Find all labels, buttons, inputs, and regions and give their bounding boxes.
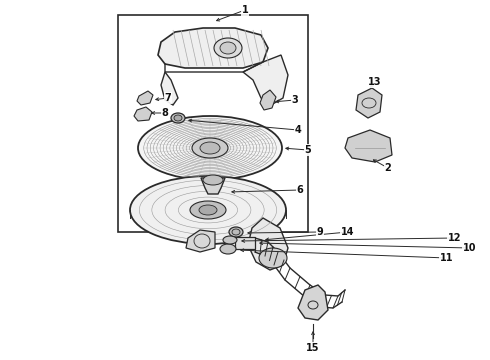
Ellipse shape [199,205,217,215]
Polygon shape [161,72,178,105]
Polygon shape [158,28,268,68]
Ellipse shape [192,138,228,158]
Text: 6: 6 [296,185,303,195]
Text: 8: 8 [162,108,169,118]
Text: 2: 2 [385,163,392,173]
Ellipse shape [190,201,226,219]
Ellipse shape [229,227,243,237]
Polygon shape [248,218,288,270]
Polygon shape [134,107,152,121]
Ellipse shape [171,113,185,123]
Text: 11: 11 [440,253,454,263]
Polygon shape [137,91,153,105]
Ellipse shape [214,38,242,58]
Text: 12: 12 [448,233,462,243]
Polygon shape [201,178,225,194]
Polygon shape [345,130,392,162]
Ellipse shape [130,176,286,244]
Ellipse shape [200,142,220,154]
Polygon shape [298,285,328,320]
Polygon shape [356,88,382,118]
Text: 9: 9 [317,227,323,237]
Text: 10: 10 [463,243,477,253]
Ellipse shape [259,248,287,268]
Text: 1: 1 [242,5,248,15]
Text: 13: 13 [368,77,382,87]
Ellipse shape [220,244,236,254]
Bar [118,15,308,232]
Ellipse shape [223,236,237,244]
Ellipse shape [220,42,236,54]
Polygon shape [260,90,276,110]
Text: 15: 15 [306,343,320,353]
Text: 5: 5 [305,145,311,155]
Ellipse shape [174,115,182,121]
Bar [235,237,255,249]
Ellipse shape [203,175,223,185]
Text: 7: 7 [165,93,172,103]
Polygon shape [186,230,215,252]
Ellipse shape [138,116,282,180]
Ellipse shape [232,229,240,235]
Text: 3: 3 [292,95,298,105]
Text: 14: 14 [341,227,355,237]
Text: 4: 4 [294,125,301,135]
Polygon shape [243,55,288,105]
